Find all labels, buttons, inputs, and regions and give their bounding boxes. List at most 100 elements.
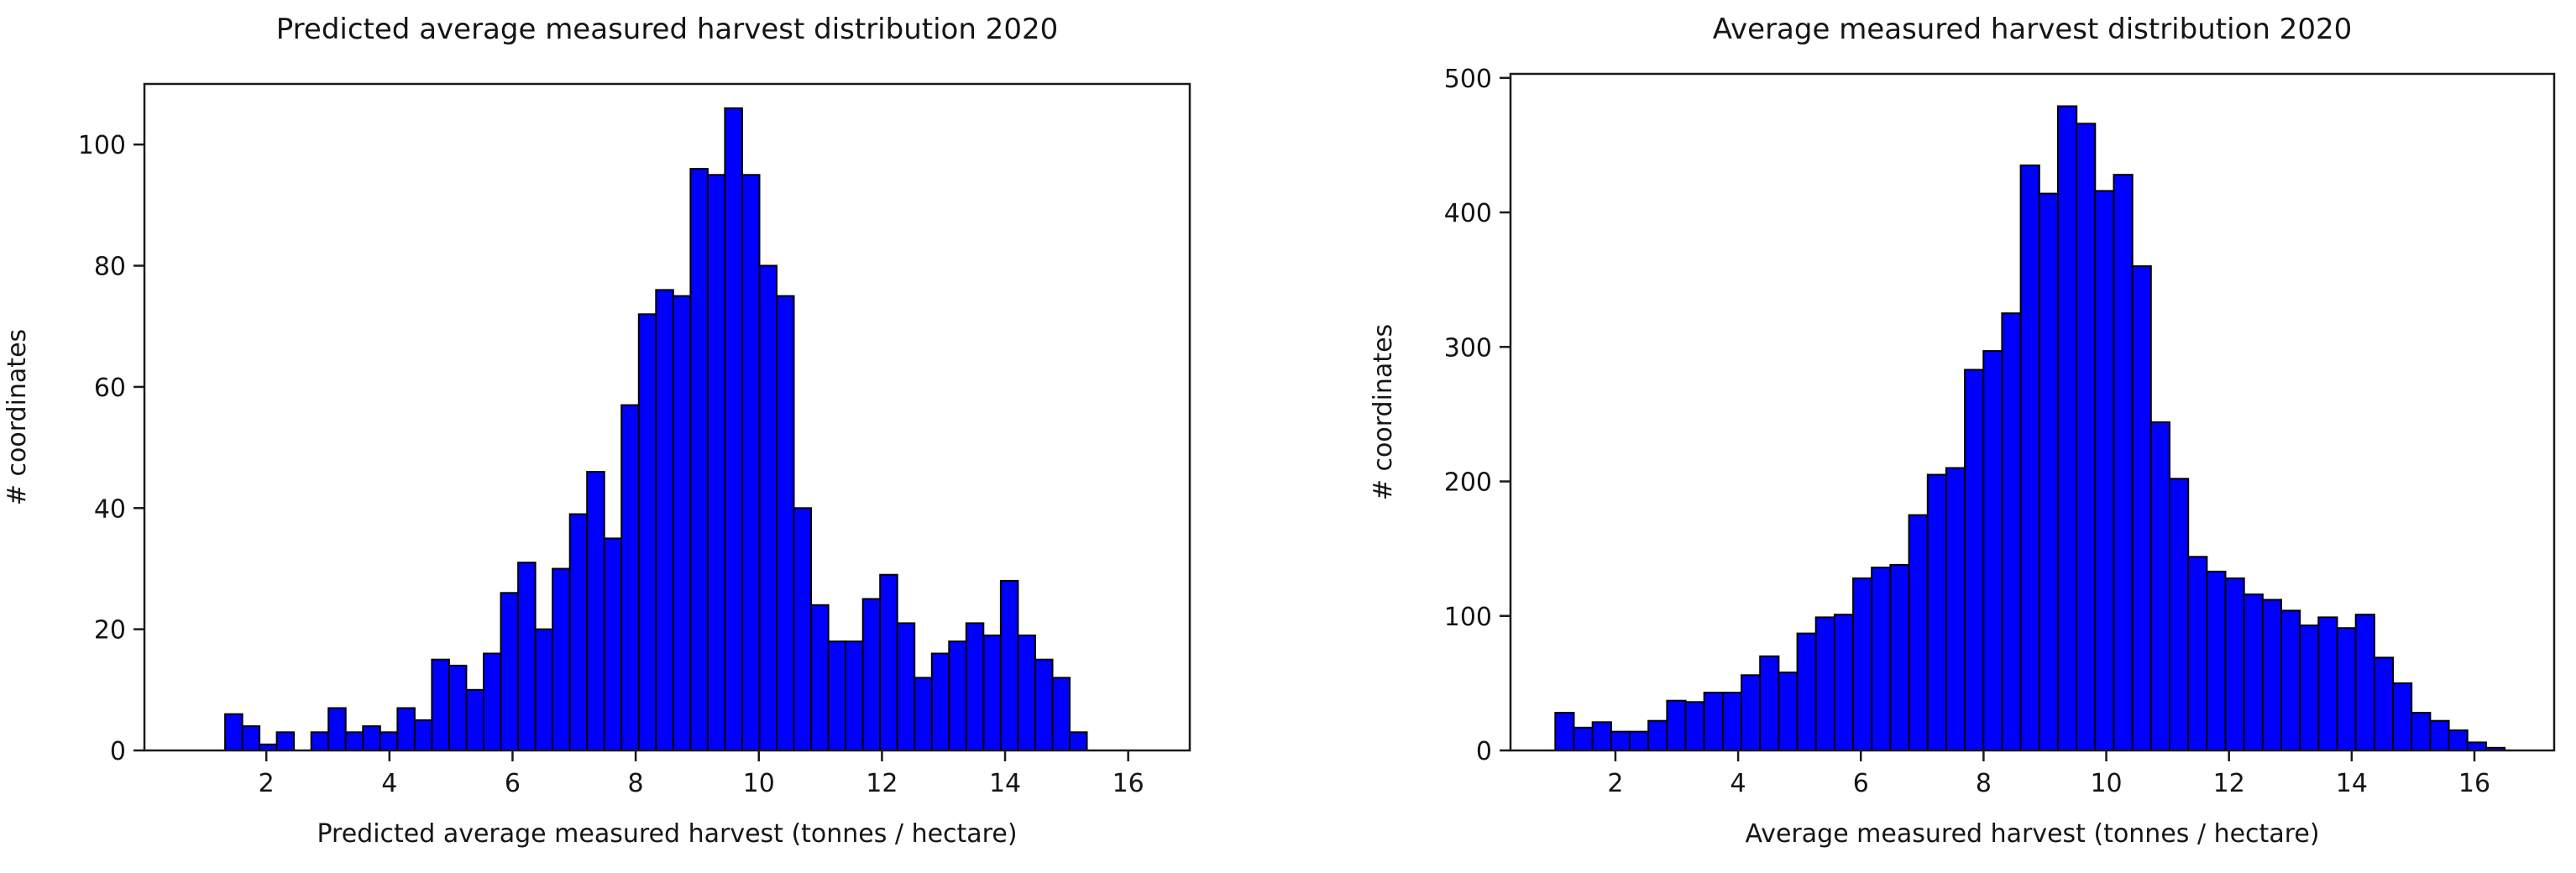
y-tick-label: 400 bbox=[1444, 199, 1492, 228]
bar bbox=[1666, 699, 1687, 752]
bar bbox=[448, 664, 468, 752]
x-tick-label: 8 bbox=[628, 769, 644, 798]
bar bbox=[1852, 577, 1873, 752]
bar bbox=[2299, 625, 2320, 751]
bar bbox=[1926, 473, 1948, 751]
bar bbox=[879, 573, 898, 752]
bar bbox=[896, 622, 916, 752]
bar bbox=[724, 107, 743, 751]
bar bbox=[982, 634, 1002, 752]
x-tick-label: 4 bbox=[381, 769, 397, 798]
bar bbox=[2429, 719, 2450, 752]
bar bbox=[483, 652, 502, 751]
y-tick-label: 200 bbox=[1444, 468, 1492, 498]
bar bbox=[2076, 123, 2097, 752]
bar bbox=[1778, 672, 1798, 751]
bar bbox=[2019, 165, 2040, 751]
x-tick-label: 10 bbox=[743, 769, 775, 798]
bar bbox=[2206, 570, 2227, 752]
bar bbox=[2113, 174, 2134, 751]
bar bbox=[1945, 467, 1966, 751]
x-tick-label: 16 bbox=[1113, 769, 1144, 798]
bar bbox=[241, 725, 261, 751]
bars bbox=[1554, 105, 2506, 752]
x-tick-label: 8 bbox=[1976, 769, 1992, 798]
right-histogram: 2 4 6 8 10 12 14 16 0 100 200 300 400 500 Average meas… bbox=[1369, 13, 2556, 849]
y-tick-label: 500 bbox=[1444, 65, 1492, 94]
bar bbox=[999, 579, 1019, 752]
bar bbox=[603, 537, 623, 752]
bar bbox=[793, 507, 812, 751]
left-histogram: 2 4 6 8 10 12 14 16 0 20 40 60 80 100 Predicted averag… bbox=[3, 13, 1191, 849]
bar bbox=[568, 513, 589, 751]
x-tick-label: 12 bbox=[866, 769, 898, 798]
bar bbox=[1051, 677, 1071, 752]
y-tick-label: 20 bbox=[94, 616, 126, 646]
bar bbox=[810, 604, 830, 751]
bar bbox=[845, 640, 864, 751]
bar bbox=[620, 404, 640, 751]
bar bbox=[2243, 593, 2264, 751]
y-axis-label: # coordinates bbox=[3, 329, 32, 505]
x-tick-label: 12 bbox=[2213, 769, 2245, 798]
bar bbox=[552, 567, 571, 751]
bar bbox=[2057, 105, 2078, 751]
bar bbox=[1591, 721, 1612, 751]
bar bbox=[344, 731, 364, 751]
y-tick-label: 100 bbox=[1444, 603, 1492, 632]
bar bbox=[689, 168, 709, 752]
bar bbox=[1684, 701, 1705, 751]
bar bbox=[534, 628, 554, 751]
bar bbox=[396, 707, 416, 751]
bar bbox=[2448, 729, 2469, 751]
y-tick-label: 60 bbox=[94, 374, 126, 403]
x-tick-label: 14 bbox=[2336, 769, 2368, 798]
x-tick-label: 2 bbox=[259, 769, 275, 798]
bar bbox=[1814, 616, 1835, 752]
bar bbox=[1721, 692, 1743, 751]
bar bbox=[2280, 609, 2301, 752]
bar bbox=[776, 295, 795, 752]
y-tick-label: 80 bbox=[94, 253, 126, 282]
bar bbox=[1871, 567, 1892, 751]
x-axis-label: Predicted average measured harvest (tonn… bbox=[317, 819, 1017, 849]
bar bbox=[2354, 614, 2375, 752]
bar bbox=[672, 295, 692, 752]
bar bbox=[1554, 712, 1575, 751]
bar bbox=[1982, 350, 2003, 751]
bar bbox=[1889, 563, 1910, 752]
y-tick-label: 0 bbox=[110, 737, 126, 766]
bar bbox=[758, 264, 778, 751]
bar bbox=[1796, 632, 1817, 751]
bar bbox=[310, 731, 330, 751]
bar bbox=[362, 725, 381, 751]
y-tick-label: 100 bbox=[78, 131, 126, 160]
x-tick-label: 2 bbox=[1607, 769, 1623, 798]
bar bbox=[2373, 656, 2395, 752]
bar bbox=[500, 592, 519, 751]
bar bbox=[741, 174, 761, 752]
bar bbox=[965, 622, 985, 752]
bar bbox=[2261, 599, 2283, 751]
y-tick-label: 300 bbox=[1444, 333, 1492, 363]
plot-border bbox=[1509, 72, 2556, 752]
y-tick-label: 40 bbox=[94, 494, 126, 524]
bar bbox=[1017, 634, 1036, 752]
bar bbox=[1964, 369, 1985, 751]
bar bbox=[1741, 674, 1762, 751]
x-tick-label: 6 bbox=[505, 769, 521, 798]
bar bbox=[2411, 712, 2432, 751]
bar bbox=[465, 688, 484, 751]
bar bbox=[1629, 730, 1650, 751]
bar bbox=[948, 640, 967, 751]
bar bbox=[2392, 682, 2413, 752]
x-tick-label: 16 bbox=[2458, 769, 2490, 798]
bar bbox=[431, 658, 450, 752]
bar bbox=[2336, 627, 2357, 752]
bar bbox=[827, 640, 847, 751]
bar bbox=[2001, 312, 2022, 751]
x-axis-label: Average measured harvest (tonnes / hecta… bbox=[1745, 819, 2319, 849]
bar bbox=[413, 719, 433, 752]
